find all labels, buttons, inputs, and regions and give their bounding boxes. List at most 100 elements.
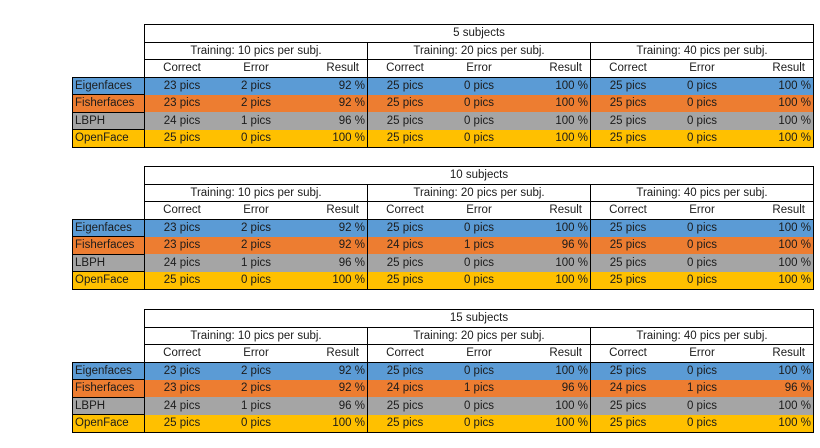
cell: 25 pics [590, 129, 665, 148]
cell: 96 % [293, 254, 368, 272]
cell: 0 pics [665, 236, 739, 254]
training-group-row: Training: 10 pics per subj. Training: 20… [72, 42, 814, 60]
table-row: Eigenfaces 23 pics 2 pics 92 % 25 pics 0… [72, 361, 814, 380]
cell: 0 pics [665, 361, 739, 380]
cell: 25 pics [144, 271, 219, 290]
training-group-row: Training: 10 pics per subj. Training: 20… [72, 184, 814, 202]
cell: 100 % [293, 414, 368, 433]
results-table-5-subjects: 5 subjects Training: 10 pics per subj. T… [72, 24, 814, 148]
row-label-lbph: LBPH [72, 253, 145, 272]
cell: 25 pics [367, 218, 442, 237]
cell: 23 pics [144, 379, 219, 397]
table-title: 15 subjects [144, 309, 814, 328]
cell: 24 pics [144, 112, 219, 130]
col-error: Error [665, 59, 739, 77]
results-table-15-subjects: 15 subjects Training: 10 pics per subj. … [72, 309, 814, 433]
table-row: Eigenfaces 23 pics 2 pics 92 % 25 pics 0… [72, 218, 814, 237]
cell: 0 pics [442, 129, 516, 148]
col-correct: Correct [590, 344, 665, 362]
column-header-row: Correct Error Result Correct Error Resul… [72, 59, 814, 77]
cell: 25 pics [590, 236, 665, 254]
cell: 0 pics [219, 129, 293, 148]
cell: 24 pics [367, 236, 442, 254]
row-label-eigenfaces: Eigenfaces [72, 361, 145, 380]
cell: 25 pics [590, 112, 665, 130]
cell: 24 pics [144, 397, 219, 415]
col-correct: Correct [144, 201, 219, 219]
table-row: LBPH 24 pics 1 pics 96 % 25 pics 0 pics … [72, 111, 814, 130]
cell: 1 pics [219, 397, 293, 415]
col-result: Result [739, 59, 814, 77]
cell: 100 % [739, 236, 814, 254]
cell: 2 pics [219, 218, 293, 237]
cell: 100 % [739, 361, 814, 380]
results-table-10-subjects: 10 subjects Training: 10 pics per subj. … [72, 166, 814, 290]
cell: 96 % [293, 112, 368, 130]
cell: 96 % [516, 379, 591, 397]
col-result: Result [516, 201, 591, 219]
col-correct: Correct [144, 59, 219, 77]
col-result: Result [739, 201, 814, 219]
cell: 100 % [739, 271, 814, 290]
cell: 23 pics [144, 361, 219, 380]
cell: 0 pics [665, 254, 739, 272]
cell: 0 pics [442, 414, 516, 433]
cell: 92 % [293, 361, 368, 380]
cell: 0 pics [665, 76, 739, 95]
cell: 2 pics [219, 76, 293, 95]
col-correct: Correct [367, 344, 442, 362]
col-error: Error [219, 344, 293, 362]
cell: 92 % [293, 379, 368, 397]
cell: 25 pics [590, 254, 665, 272]
col-error: Error [219, 59, 293, 77]
cell: 25 pics [367, 112, 442, 130]
table-row: Fisherfaces 23 pics 2 pics 92 % 24 pics … [72, 379, 814, 398]
training-group-40: Training: 40 pics per subj. [590, 42, 814, 60]
cell: 0 pics [442, 94, 516, 112]
cell: 100 % [516, 76, 591, 95]
cell: 23 pics [144, 218, 219, 237]
cell: 2 pics [219, 361, 293, 380]
cell: 25 pics [590, 414, 665, 433]
cell: 96 % [739, 379, 814, 397]
cell: 25 pics [367, 397, 442, 415]
cell: 96 % [516, 236, 591, 254]
cell: 0 pics [442, 361, 516, 380]
cell: 0 pics [665, 112, 739, 130]
col-correct: Correct [590, 59, 665, 77]
cell: 25 pics [367, 76, 442, 95]
cell: 25 pics [590, 76, 665, 95]
table-row: Eigenfaces 23 pics 2 pics 92 % 25 pics 0… [72, 76, 814, 95]
cell: 0 pics [442, 218, 516, 237]
training-group-20: Training: 20 pics per subj. [367, 184, 591, 202]
training-group-10: Training: 10 pics per subj. [144, 42, 368, 60]
cell: 0 pics [665, 129, 739, 148]
training-group-10: Training: 10 pics per subj. [144, 184, 368, 202]
cell: 100 % [516, 361, 591, 380]
cell: 0 pics [665, 414, 739, 433]
col-error: Error [442, 344, 516, 362]
cell: 25 pics [367, 129, 442, 148]
cell: 25 pics [144, 414, 219, 433]
cell: 100 % [739, 94, 814, 112]
col-result: Result [516, 59, 591, 77]
col-error: Error [665, 201, 739, 219]
cell: 25 pics [367, 361, 442, 380]
col-result: Result [293, 344, 368, 362]
training-group-20: Training: 20 pics per subj. [367, 42, 591, 60]
row-label-fisherfaces: Fisherfaces [72, 94, 145, 113]
row-label-openface: OpenFace [72, 271, 145, 290]
cell: 2 pics [219, 94, 293, 112]
cell: 25 pics [367, 271, 442, 290]
cell: 0 pics [665, 94, 739, 112]
cell: 1 pics [665, 379, 739, 397]
cell: 1 pics [442, 236, 516, 254]
cell: 25 pics [144, 129, 219, 148]
training-group-10: Training: 10 pics per subj. [144, 327, 368, 345]
cell: 25 pics [590, 397, 665, 415]
table-row: LBPH 24 pics 1 pics 96 % 25 pics 0 pics … [72, 253, 814, 272]
table-row: Fisherfaces 23 pics 2 pics 92 % 25 pics … [72, 94, 814, 113]
cell: 100 % [516, 94, 591, 112]
table-row: OpenFace 25 pics 0 pics 100 % 25 pics 0 … [72, 271, 814, 290]
cell: 25 pics [590, 271, 665, 290]
